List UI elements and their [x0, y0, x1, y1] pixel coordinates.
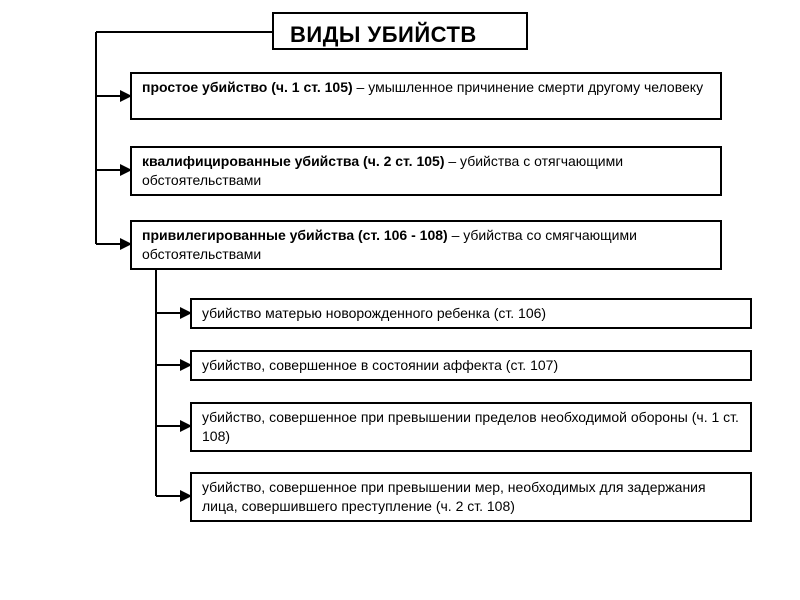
subitem-text: убийство, совершенное в состоянии аффект…	[202, 357, 558, 373]
subitem-text: убийство, совершенное при превышении пре…	[202, 409, 739, 444]
subitem-box: убийство матерью новорожденного ребенка …	[190, 298, 752, 329]
section-bold-text: привилегированные убийства (ст. 106 - 10…	[142, 227, 448, 243]
section-box: привилегированные убийства (ст. 106 - 10…	[130, 220, 722, 270]
section-rest-text: – умышленное причинение смерти другому ч…	[353, 79, 703, 95]
section-box: квалифицированные убийства (ч. 2 ст. 105…	[130, 146, 722, 196]
section-bold-text: простое убийство (ч. 1 ст. 105)	[142, 79, 353, 95]
section-bold-text: квалифицированные убийства (ч. 2 ст. 105…	[142, 153, 444, 169]
subitem-text: убийство матерью новорожденного ребенка …	[202, 305, 546, 321]
subitem-box: убийство, совершенное при превышении мер…	[190, 472, 752, 522]
section-box: простое убийство (ч. 1 ст. 105) – умышле…	[130, 72, 722, 120]
subitem-box: убийство, совершенное в состоянии аффект…	[190, 350, 752, 381]
subitem-box: убийство, совершенное при превышении пре…	[190, 402, 752, 452]
diagram-title: ВИДЫ УБИЙСТВ	[272, 12, 528, 50]
subitem-text: убийство, совершенное при превышении мер…	[202, 479, 706, 514]
